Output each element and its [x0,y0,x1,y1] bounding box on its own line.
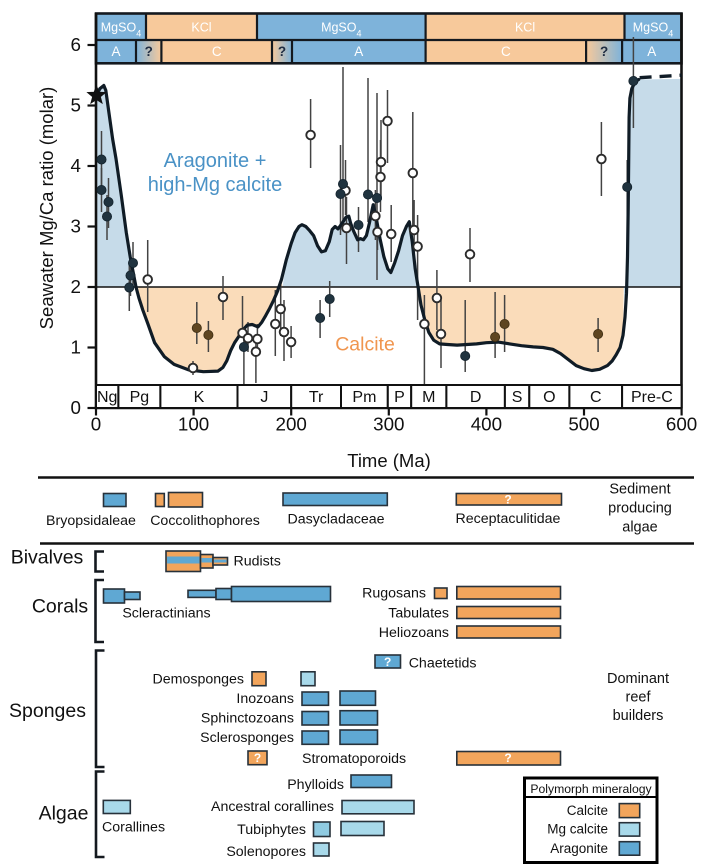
svg-text:A: A [647,44,656,59]
svg-text:D: D [470,389,482,406]
svg-text:MgSO4: MgSO4 [101,20,141,38]
svg-text:M: M [422,389,435,406]
svg-text:5: 5 [71,95,81,116]
svg-text:Heliozoans: Heliozoans [379,625,449,641]
svg-text:Seawater Mg/Ca ratio (molar): Seawater Mg/Ca ratio (molar) [36,87,57,330]
svg-text:600: 600 [666,414,697,435]
svg-text:Phylloids: Phylloids [287,777,344,793]
svg-text:A: A [111,44,120,59]
svg-text:2: 2 [71,276,81,297]
svg-text:3: 3 [71,216,81,237]
svg-text:O: O [543,389,555,406]
svg-text:Inozoans: Inozoans [236,691,294,707]
svg-text:Corallines: Corallines [102,820,165,836]
svg-text:Scleractinians: Scleractinians [122,606,210,622]
svg-text:Coccolithophores: Coccolithophores [150,513,260,529]
svg-text:?: ? [504,751,511,765]
svg-text:Sponges: Sponges [9,700,86,722]
svg-text:C: C [212,44,222,59]
svg-text:J: J [260,389,268,406]
svg-text:Pg: Pg [130,389,150,406]
svg-text:?: ? [254,751,261,765]
svg-text:1: 1 [71,337,81,358]
svg-text:K: K [194,389,205,406]
svg-text:4: 4 [71,155,81,176]
svg-text:500: 500 [568,414,599,435]
svg-text:Algae: Algae [39,803,89,825]
svg-text:Tubiphytes: Tubiphytes [237,822,306,838]
svg-text:MgSO4: MgSO4 [321,20,361,38]
svg-text:6: 6 [71,34,81,55]
svg-text:Dasycladaceae: Dasycladaceae [287,512,384,528]
svg-text:0: 0 [91,414,101,435]
svg-text:Demosponges: Demosponges [153,672,245,688]
svg-text:Tr: Tr [309,389,324,406]
svg-text:reef: reef [626,690,652,706]
svg-text:Chaetetids: Chaetetids [409,656,477,672]
svg-text:Calcite: Calcite [335,334,395,356]
svg-text:Pm: Pm [352,389,376,406]
svg-text:0: 0 [71,397,81,418]
svg-text:Corals: Corals [32,596,89,618]
svg-text:Stromatoporoids: Stromatoporoids [302,751,406,767]
svg-text:Bryopsidaleae: Bryopsidaleae [46,513,136,529]
svg-text:Solenopores: Solenopores [226,844,306,860]
svg-text:Aragonite +: Aragonite + [164,150,267,172]
svg-text:Sediment: Sediment [609,482,670,498]
svg-text:producing: producing [608,501,672,517]
svg-text:Ancestral corallines: Ancestral corallines [211,799,334,815]
svg-text:Polymorph mineralogy: Polymorph mineralogy [530,782,652,796]
svg-text:Bivalves: Bivalves [11,547,84,569]
svg-text:Aragonite: Aragonite [550,841,608,856]
svg-text:A: A [354,44,363,59]
svg-text:?: ? [384,655,391,669]
svg-text:Tabulates: Tabulates [388,605,449,621]
svg-text:KCl: KCl [191,20,211,34]
svg-text:100: 100 [178,414,209,435]
svg-text:Mg calcite: Mg calcite [547,822,608,837]
svg-text:Sclerosponges: Sclerosponges [200,730,294,746]
svg-text:Time (Ma): Time (Ma) [347,450,431,471]
svg-text:Receptaculitidae: Receptaculitidae [456,511,561,527]
svg-text:Pre-C: Pre-C [631,389,673,406]
svg-text:C: C [501,44,511,59]
svg-text:builders: builders [613,708,664,724]
svg-text:?: ? [504,493,511,507]
svg-text:300: 300 [373,414,404,435]
svg-text:MgSO4: MgSO4 [633,20,673,38]
svg-text:algae: algae [622,520,657,536]
svg-text:Ng: Ng [97,389,117,406]
svg-text:Rugosans: Rugosans [362,586,426,602]
svg-text:high-Mg calcite: high-Mg calcite [148,174,283,196]
svg-text:KCl: KCl [515,20,535,34]
svg-text:?: ? [145,44,153,59]
svg-text:Dominant: Dominant [607,671,669,687]
svg-text:?: ? [600,44,608,59]
svg-text:S: S [512,389,523,406]
svg-text:200: 200 [276,414,307,435]
svg-text:?: ? [278,44,286,59]
svg-text:Sphinctozoans: Sphinctozoans [201,710,294,726]
svg-text:Calcite: Calcite [567,803,608,818]
svg-text:C: C [590,389,602,406]
svg-text:400: 400 [471,414,502,435]
svg-text:Rudists: Rudists [234,554,281,570]
svg-text:P: P [394,389,405,406]
